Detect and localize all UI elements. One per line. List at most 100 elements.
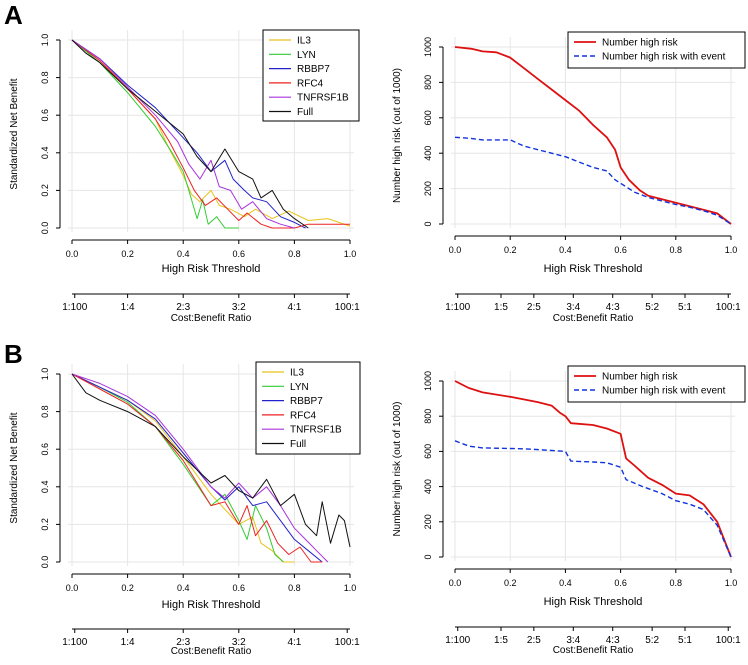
x-tick-label: 0.0 [66, 249, 79, 259]
y-axis-title: Standardized Net Benefit [9, 78, 20, 189]
series-line-tnfrsf1b [71, 373, 329, 563]
y-tick-label: 0.8 [40, 71, 50, 84]
x-tick-label: 0.0 [449, 245, 462, 255]
legend-label: Number high risk with event [602, 386, 726, 397]
x-tick-label: 0.6 [233, 249, 246, 259]
series-line-full [71, 39, 309, 229]
ratio-tick-label: 2:3 [176, 302, 190, 313]
ratio-tick-label: 2:3 [176, 637, 190, 648]
legend-label: IL3 [297, 36, 311, 47]
legend-label: LYN [290, 382, 309, 393]
x-tick-label: 0.4 [177, 249, 190, 259]
legend-label: Number high risk with event [602, 52, 726, 63]
series-line-number-high-risk [454, 380, 732, 558]
ratio-tick-label: 100:1 [716, 635, 741, 646]
panel-label-a: A [4, 0, 23, 30]
y-tick-label: 600 [423, 110, 433, 125]
x-tick-label: 1.0 [725, 245, 738, 255]
y-tick-label: 0 [423, 221, 433, 226]
series-line-lyn [71, 373, 284, 563]
y-axis-title: Standardized Net Benefit [9, 412, 20, 523]
y-axis-title: Number high risk (out of 1000) [392, 401, 403, 536]
y-tick-label: 0.0 [40, 556, 50, 569]
y-tick-label: 800 [423, 409, 433, 424]
x-tick-label: 1.0 [344, 583, 357, 593]
x-tick-label: 0.8 [670, 578, 683, 588]
y-tick-label: 1000 [423, 371, 433, 391]
panel-label-b: B [4, 339, 23, 369]
series-line-rbbp7 [71, 373, 323, 563]
series-line-lyn [71, 39, 239, 229]
legend-label: RFC4 [290, 410, 317, 421]
ratio-tick-label: 3:2 [232, 302, 246, 313]
legend-label: TNFRSF1B [297, 93, 349, 104]
x-tick-label: 0.2 [121, 583, 134, 593]
y-tick-label: 200 [423, 514, 433, 529]
legend-box [567, 31, 746, 69]
x-tick-label: 0.2 [504, 245, 517, 255]
legend-label: Full [297, 107, 313, 118]
series-line-number-high-risk-with-event [454, 136, 732, 225]
ratio-axis-title: Cost:Benefit Ratio [553, 313, 634, 324]
series-line-rfc4 [71, 373, 323, 563]
ratio-tick-label: 1:100 [62, 302, 87, 313]
ratio-tick-label: 100:1 [716, 302, 741, 313]
legend-box [262, 29, 360, 122]
y-tick-label: 200 [423, 181, 433, 196]
x-tick-label: 0.4 [559, 578, 572, 588]
y-tick-label: 0.6 [40, 109, 50, 122]
y-tick-label: 1.0 [40, 34, 50, 47]
ratio-axis-title: Cost:Benefit Ratio [171, 313, 252, 324]
series-line-rfc4 [71, 39, 350, 229]
legend-box [567, 365, 746, 403]
legend-label: RFC4 [297, 78, 324, 89]
series-line-number-high-risk [454, 46, 732, 225]
x-tick-label: 1.0 [725, 578, 738, 588]
legend-label: Number high risk [602, 372, 679, 383]
x-tick-label: 0.2 [504, 578, 517, 588]
ratio-axis-title: Cost:Benefit Ratio [553, 645, 634, 656]
ratio-tick-label: 5:2 [645, 635, 659, 646]
ratio-tick-label: 3:4 [566, 635, 580, 646]
chart-4: 0 200 400 600 800 1000 0.0 0.2 0.4 0.6 0.8 1.0 Numbe… [392, 365, 746, 656]
ratio-axis-title: Cost:Benefit Ratio [171, 646, 252, 657]
x-tick-label: 0.8 [288, 249, 301, 259]
ratio-tick-label: 1:4 [121, 302, 135, 313]
y-tick-label: 800 [423, 75, 433, 90]
x-tick-label: 1.0 [344, 249, 357, 259]
ratio-tick-label: 1:100 [445, 635, 470, 646]
x-tick-label: 0.2 [121, 249, 134, 259]
y-tick-label: 0.0 [40, 222, 50, 235]
legend-label: RBBP7 [290, 396, 323, 407]
legend-label: IL3 [290, 368, 304, 379]
ratio-tick-label: 3:2 [232, 637, 246, 648]
y-tick-label: 0 [423, 554, 433, 559]
legend: IL3 LYN RBBP7 RFC4 TNFRSF1B Full [255, 361, 361, 455]
ratio-tick-label: 5:1 [678, 635, 692, 646]
x-axis-title: High Risk Threshold [544, 596, 643, 608]
legend-box [255, 361, 361, 455]
legend: IL3 LYN RBBP7 RFC4 TNFRSF1B Full [262, 29, 360, 122]
x-axis-title: High Risk Threshold [162, 263, 261, 275]
legend-label: Number high risk [602, 38, 679, 49]
y-tick-label: 400 [423, 479, 433, 494]
x-axis-title: High Risk Threshold [544, 263, 643, 275]
ratio-tick-label: 4:1 [287, 637, 301, 648]
ratio-tick-label: 100:1 [335, 637, 360, 648]
legend-label: LYN [297, 50, 316, 61]
x-tick-label: 0.8 [288, 583, 301, 593]
legend-label: RBBP7 [297, 64, 330, 75]
ratio-tick-label: 4:3 [606, 302, 620, 313]
ratio-tick-label: 1:4 [121, 637, 135, 648]
y-tick-label: 400 [423, 146, 433, 161]
chart-3: 0.0 0.2 0.4 0.6 0.8 1.0 0.0 0.2 0.4 0.6 0.8 1.0 Stan… [9, 361, 361, 657]
y-tick-label: 0.4 [40, 481, 50, 494]
x-tick-label: 0.0 [449, 578, 462, 588]
y-tick-label: 0.2 [40, 184, 50, 197]
ratio-tick-label: 100:1 [335, 302, 360, 313]
y-tick-label: 600 [423, 444, 433, 459]
x-tick-label: 0.4 [177, 583, 190, 593]
x-tick-label: 0.6 [614, 245, 627, 255]
